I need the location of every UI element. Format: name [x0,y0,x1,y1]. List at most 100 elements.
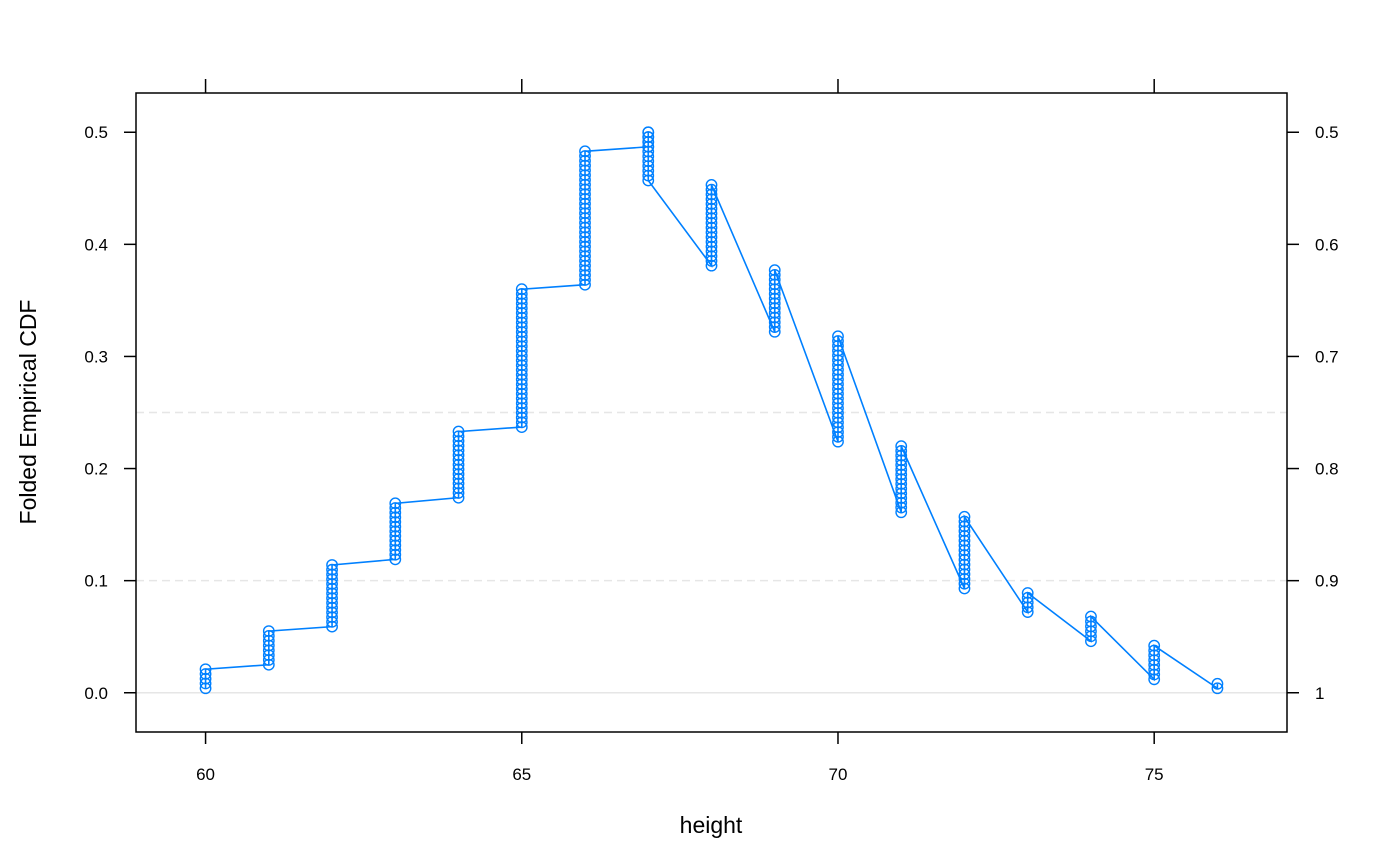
data-point-x63-0-8 [389,516,402,528]
data-point-x67-1-3 [642,160,655,172]
data-point-x69-0-7 [768,292,781,305]
data-point-x65-0-10 [515,373,528,386]
x-axis-bottom: 60 65 70 75 [196,732,1164,784]
data-point-x75-0-1 [1148,668,1161,681]
data-point-x60-0-1 [199,677,212,690]
data-point-x61-0-4 [262,639,275,652]
data-point-x76-0-0 [1211,682,1224,695]
data-point-x63-0-6 [389,525,402,538]
data-point-x73-0-4 [1021,587,1034,599]
data-point-x68-0-16 [705,183,718,196]
data-point-x66-0-1 [579,274,591,286]
data-point-x66-0-14 [579,212,591,224]
data-point-x65-0-24 [515,307,528,319]
data-point-x75-0-2 [1148,663,1161,676]
data-point-x64-0-8 [452,454,465,466]
data-point-x72-0-4 [958,563,971,576]
data-point-x64-0-14 [452,425,465,438]
data-point-x63-0-12 [389,497,402,510]
data-point-x72-0-7 [958,549,971,561]
data-point-x73-0-1 [1021,601,1034,614]
data-point-x61-0-5 [262,634,275,647]
data-point-x65-0-26 [515,297,528,310]
y-axis-title: Folded Empirical CDF [15,300,41,525]
data-point-x70-0-3 [832,421,844,434]
data-point-x68-0-17 [705,179,718,191]
data-point-x65-0-16 [515,345,528,357]
data-point-x64-0-9 [452,449,465,462]
data-point-x65-0-19 [515,330,528,343]
data-point-x64-0-12 [452,435,465,447]
data-point-x69-0-12 [768,268,781,281]
data-point-x69-0-10 [768,278,781,291]
data-point-x70-0-14 [832,368,844,381]
data-point-x65-0-18 [515,335,528,348]
data-point-x74-0-4 [1085,615,1097,628]
data-point-x64-0-7 [452,458,465,471]
data-point-x72-0-8 [958,544,971,557]
data-point-x70-0-13 [832,373,844,386]
data-point-x71-0-3 [895,492,908,505]
data-point-x68-0-0 [705,259,718,272]
data-point-x71-0-0 [895,506,908,519]
data-point-x72-0-10 [958,534,971,547]
data-point-x75-0-0 [1148,673,1161,686]
plot-frame [135,92,1288,733]
data-point-x66-0-0 [579,278,591,291]
data-point-x71-0-8 [895,468,908,481]
data-point-x66-0-17 [579,197,591,210]
data-point-x68-0-10 [705,212,718,225]
x-tick-label-75: 75 [1145,765,1164,784]
y2-tick-label-0: 1 [1315,684,1324,703]
data-point-x65-0-9 [515,378,528,391]
data-point-x69-0-0 [768,325,781,338]
data-point-x65-0-17 [515,340,528,353]
data-point-x66-0-23 [579,169,591,182]
data-point-x69-0-4 [768,306,781,319]
data-point-x72-0-0 [958,582,971,595]
data-point-x66-0-19 [579,188,591,201]
data-point-x72-0-3 [958,568,971,581]
data-point-x70-0-20 [832,339,844,352]
data-point-x73-0-3 [1021,591,1034,604]
ecdf-line [204,132,1219,690]
data-point-x64-0-0 [452,491,465,504]
data-point-x64-0-13 [452,430,465,443]
data-point-x67-1-1 [642,169,655,182]
y-tick-label-0: 0.0 [84,684,108,703]
data-point-x70-0-7 [832,402,844,415]
data-point-x72-0-1 [958,577,971,590]
data-point-x70-0-21 [832,335,844,347]
data-point-x62-0-9 [326,578,338,590]
data-point-x62-0-6 [326,592,338,605]
data-point-x71-0-12 [895,449,908,462]
data-point-x70-0-15 [832,363,844,376]
data-point-x66-0-27 [579,150,591,162]
data-point-x66-0-9 [579,235,591,248]
data-point-x62-0-10 [326,573,338,586]
data-point-x60-0-3 [199,668,212,680]
data-point-x69-0-13 [768,264,781,277]
data-point-x70-0-1 [832,430,844,443]
data-point-x63-0-9 [389,511,402,524]
data-point-x60-0-0 [199,682,212,695]
data-point-x66-0-20 [579,183,591,196]
data-point-x63-0-5 [389,530,402,542]
data-point-x70-0-10 [832,387,844,400]
data-point-x72-0-6 [958,553,971,566]
data-point-x69-0-9 [768,283,781,295]
data-point-x63-0-2 [389,544,402,556]
data-point-x66-0-6 [579,250,591,263]
data-point-x66-0-10 [579,231,591,243]
data-point-x63-0-3 [389,539,402,552]
data-point-x71-0-10 [895,459,908,471]
y-axis-right: 1 0.9 0.8 0.7 0.6 0.5 [1287,123,1339,703]
data-point-x60-0-4 [199,663,212,676]
data-point-x68-0-12 [705,202,718,215]
y-axis-left: 0.0 0.1 0.2 0.3 0.4 0.5 [84,123,136,703]
data-point-x69-0-6 [768,297,781,310]
data-point-x70-0-11 [832,383,844,395]
data-point-x62-0-11 [326,568,338,581]
data-point-x60-0-2 [199,672,212,685]
